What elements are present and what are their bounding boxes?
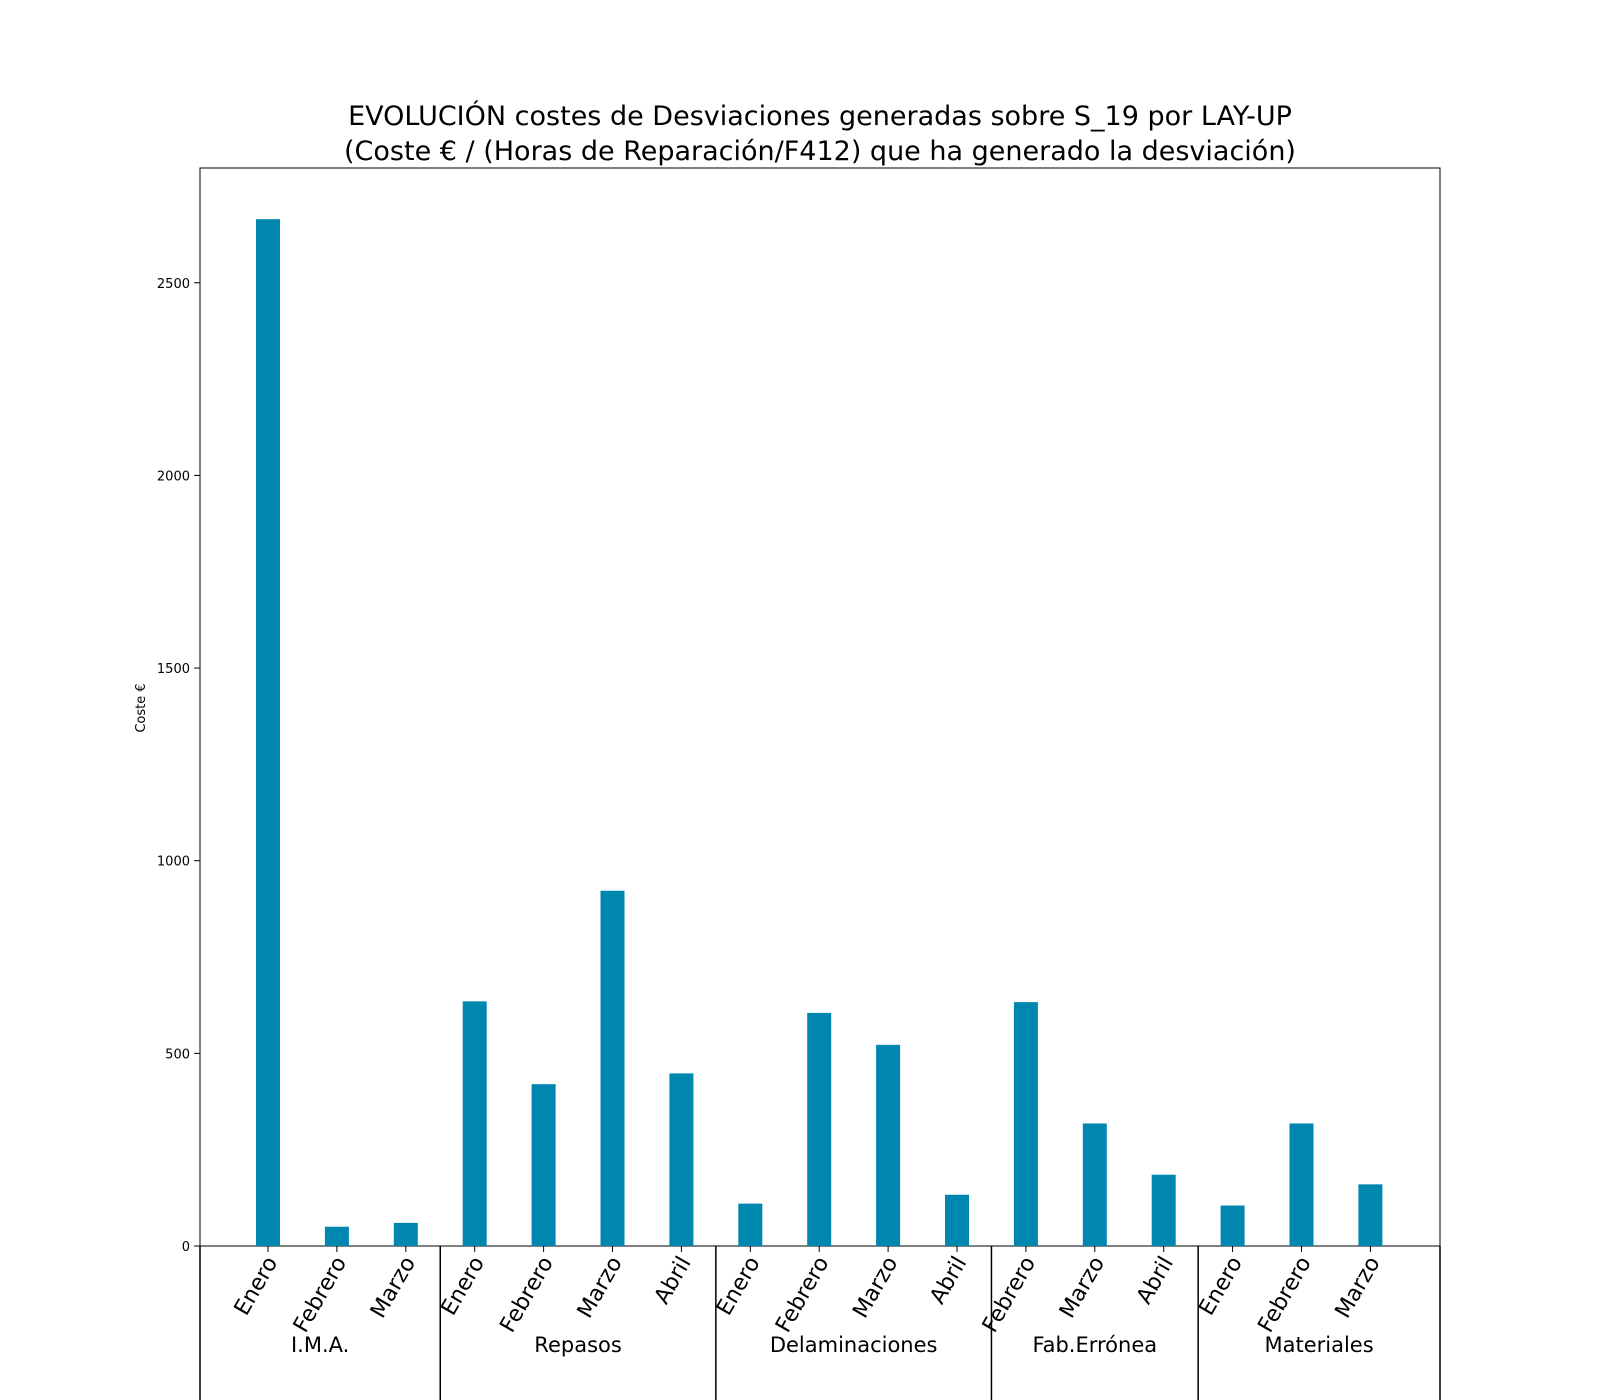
- bar: [1151, 1174, 1176, 1246]
- x-tick-label: Marzo: [1331, 1253, 1386, 1323]
- bar: [324, 1226, 349, 1246]
- y-axis-label: Coste €: [134, 683, 149, 732]
- bar: [256, 219, 280, 1246]
- x-tick-label: Abril: [925, 1253, 972, 1309]
- chart-title: EVOLUCIÓN costes de Desviaciones generad…: [348, 100, 1292, 132]
- bar: [669, 1073, 694, 1246]
- group-label: Delaminaciones: [770, 1333, 938, 1357]
- bar: [1289, 1123, 1314, 1246]
- bar: [1082, 1123, 1107, 1246]
- bar: [1220, 1205, 1245, 1246]
- x-tick-label: Enero: [437, 1253, 490, 1320]
- x-axis: Enero Febrero Marzo Enero Febrero Marzo Abril E…: [230, 1246, 1386, 1337]
- bar: [1013, 1002, 1038, 1246]
- group-axis: I.M.A. Repasos Delaminaciones Fab.Errónea Ma…: [199, 1246, 1441, 1400]
- bars: [256, 219, 1383, 1246]
- x-tick-label: Marzo: [1055, 1253, 1110, 1323]
- x-tick-label: Febrero: [496, 1253, 559, 1337]
- group-label: Materiales: [1264, 1333, 1373, 1357]
- bar: [876, 1044, 901, 1246]
- bar: [1358, 1184, 1383, 1246]
- y-tick-label: 2000: [157, 469, 190, 484]
- x-tick-label: Abril: [650, 1253, 697, 1309]
- y-tick-label: 2500: [157, 277, 190, 292]
- chart-subtitle: (Coste € / (Horas de Reparación/F412) qu…: [344, 136, 1296, 167]
- bar: [462, 1001, 487, 1246]
- bar: [600, 890, 625, 1246]
- group-label: I.M.A.: [291, 1333, 349, 1357]
- x-tick-label: Marzo: [366, 1253, 421, 1323]
- x-tick-label: Enero: [712, 1253, 765, 1320]
- x-tick-label: Febrero: [289, 1253, 352, 1337]
- y-tick-label: 0: [182, 1240, 190, 1255]
- y-axis: 0 500 1000 1500 2000 2500: [157, 277, 200, 1255]
- bar: [807, 1012, 832, 1246]
- x-tick-label: Marzo: [573, 1253, 628, 1323]
- x-tick-label: Marzo: [848, 1253, 903, 1323]
- x-tick-label: Febrero: [1254, 1253, 1317, 1337]
- group-label: Fab.Errónea: [1032, 1333, 1157, 1357]
- bar: [393, 1222, 418, 1246]
- y-tick-label: 1500: [157, 662, 190, 677]
- bar: [531, 1084, 556, 1246]
- x-tick-label: Febrero: [978, 1253, 1041, 1337]
- x-tick-label: Enero: [1194, 1253, 1247, 1320]
- bar: [738, 1203, 763, 1246]
- x-tick-label: Enero: [230, 1253, 283, 1320]
- y-tick-label: 500: [165, 1047, 190, 1062]
- x-tick-label: Abril: [1132, 1253, 1179, 1309]
- group-label: Repasos: [534, 1333, 622, 1357]
- y-tick-label: 1000: [157, 855, 190, 870]
- bar: [945, 1194, 969, 1246]
- x-tick-label: Febrero: [771, 1253, 834, 1337]
